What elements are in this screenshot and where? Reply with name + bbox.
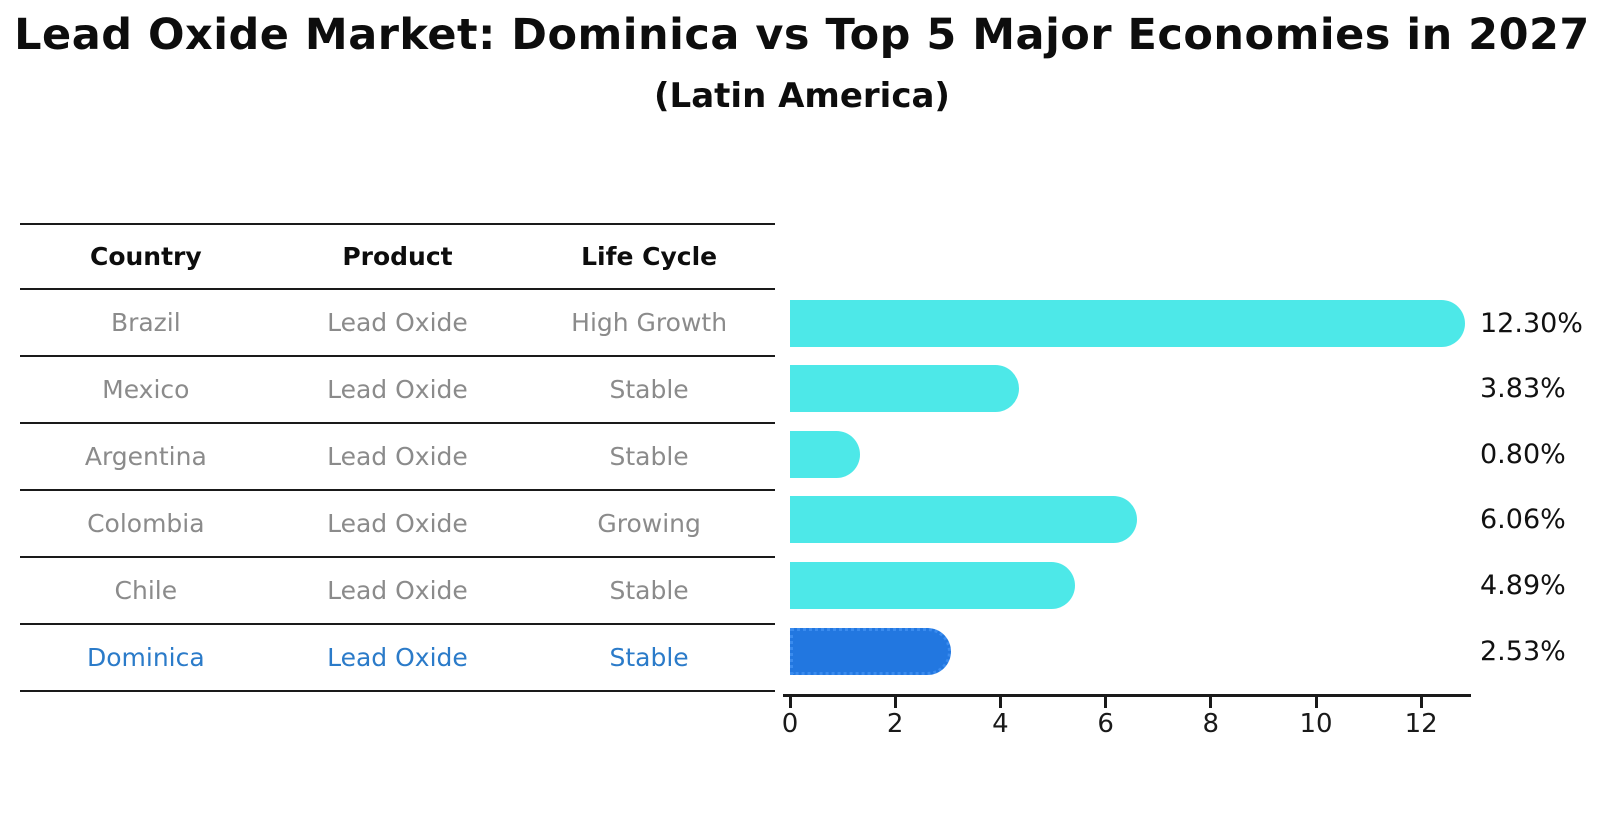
bar-brazil <box>790 299 1465 347</box>
bar-value-label: 2.53% <box>1480 635 1566 667</box>
bar-value-label: 12.30% <box>1480 307 1583 339</box>
table-cell-life_cycle: Growing <box>597 509 701 538</box>
table-row: Dominica Lead Oxide Stable <box>20 623 775 690</box>
bar-argentina <box>790 430 861 478</box>
bar-mexico <box>790 365 1020 413</box>
table-cell-life_cycle: Stable <box>609 643 689 672</box>
x-axis-tick-label: 2 <box>886 709 904 739</box>
table-cell-product: Lead Oxide <box>327 308 468 337</box>
x-axis-tick-label: 10 <box>1299 709 1333 739</box>
x-axis-tick-label: 8 <box>1202 709 1220 739</box>
table-cell-country: Mexico <box>102 375 190 404</box>
table-cell-country: Argentina <box>84 442 207 471</box>
table-row: Chile Lead Oxide Stable <box>20 556 775 623</box>
bar-colombia <box>790 496 1137 544</box>
x-axis-tick-mark <box>1209 697 1213 708</box>
x-axis-line <box>783 694 1471 697</box>
table-cell-product: Lead Oxide <box>327 643 468 672</box>
column-header: Country <box>89 242 202 271</box>
table-cell-product: Lead Oxide <box>327 576 468 605</box>
table-cell-product: Lead Oxide <box>327 375 468 404</box>
table-cell-life_cycle: High Growth <box>571 308 728 337</box>
column-header: Product <box>342 242 453 271</box>
x-axis-tick-label: 4 <box>992 709 1009 739</box>
column-header: Life Cycle <box>581 242 718 271</box>
table-row: Mexico Lead Oxide Stable <box>20 355 775 422</box>
table-cell-country: Colombia <box>87 509 205 538</box>
table-row: Colombia Lead Oxide Growing <box>20 489 775 556</box>
chart-title: Lead Oxide Market: Dominica vs Top 5 Maj… <box>14 10 1590 60</box>
x-axis-tick-mark <box>893 697 897 708</box>
table-cell-country: Chile <box>114 576 178 605</box>
bar-value-label: 4.89% <box>1480 569 1566 601</box>
x-axis-tick-label: 6 <box>1097 709 1114 739</box>
x-axis-tick-mark <box>998 697 1002 708</box>
bar-value-label: 3.83% <box>1480 373 1566 405</box>
table-cell-life_cycle: Stable <box>609 576 689 605</box>
table-row: Brazil Lead Oxide High Growth <box>20 288 775 355</box>
table-cell-life_cycle: Stable <box>609 375 689 404</box>
x-axis-tick-label: 12 <box>1404 709 1438 739</box>
table-cell-life_cycle: Stable <box>609 442 689 471</box>
table-cell-country: Brazil <box>110 308 181 337</box>
bar-chile <box>790 561 1076 609</box>
country-table: Country Product Life Cycle Brazil Lead Oxide… <box>20 223 775 692</box>
x-axis-tick-mark <box>1104 697 1108 708</box>
x-axis-tick-mark <box>788 697 792 708</box>
bar-value-label: 6.06% <box>1480 504 1566 536</box>
table-cell-country: Dominica <box>86 643 205 672</box>
bar-dominica-highlight <box>790 627 952 675</box>
x-axis-tick-mark <box>1314 697 1318 708</box>
table-cell-product: Lead Oxide <box>327 509 468 538</box>
bar-value-label: 0.80% <box>1480 438 1566 470</box>
table-header-row: Country Product Life Cycle <box>20 223 775 288</box>
x-axis-tick-label: 0 <box>781 709 799 739</box>
x-axis-tick-mark <box>1419 697 1423 708</box>
table-row: Argentina Lead Oxide Stable <box>20 422 775 489</box>
chart-subtitle: (Latin America) <box>654 76 950 116</box>
table-cell-product: Lead Oxide <box>327 442 468 471</box>
